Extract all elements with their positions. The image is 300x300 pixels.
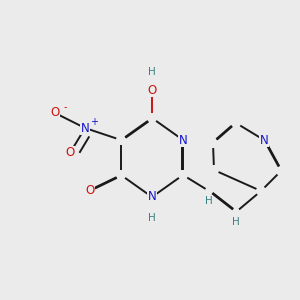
Text: N: N (260, 134, 268, 146)
Text: H: H (148, 213, 156, 223)
Text: O: O (85, 184, 94, 196)
Text: H: H (232, 217, 240, 227)
Text: N: N (178, 134, 188, 146)
Text: O: O (65, 146, 75, 160)
Text: -: - (63, 102, 67, 112)
Text: H: H (148, 67, 156, 77)
Text: N: N (148, 190, 156, 203)
Text: N: N (81, 122, 89, 134)
Text: O: O (50, 106, 60, 119)
Text: +: + (90, 117, 98, 127)
Text: H: H (205, 196, 213, 206)
Text: O: O (147, 83, 157, 97)
